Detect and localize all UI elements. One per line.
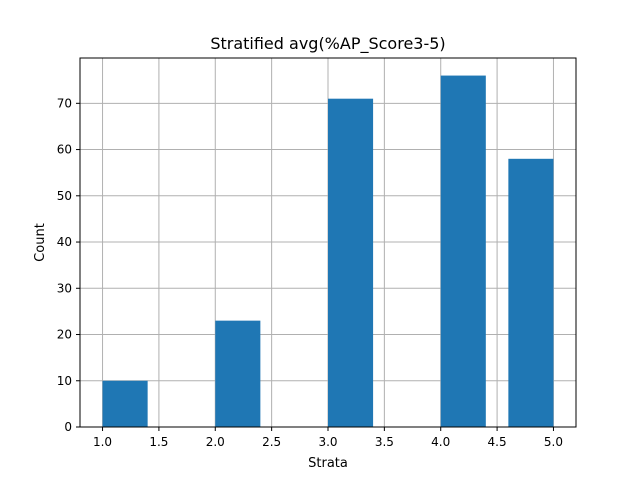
y-tick-label-7: 70 (57, 96, 72, 110)
histogram-bar-4 (440, 75, 486, 428)
histogram-bar-0 (102, 380, 148, 427)
y-tick-label-5: 50 (57, 189, 72, 203)
x-tick-label-0: 1.0 (93, 435, 112, 449)
y-tick-label-6: 60 (57, 143, 72, 157)
bars-group (102, 75, 554, 428)
x-tick-label-3: 2.5 (262, 435, 281, 449)
x-tick-label-8: 5.0 (544, 435, 563, 449)
y-tick-label-1: 10 (57, 374, 72, 388)
x-tick-label-5: 3.5 (375, 435, 394, 449)
histogram-bar-1 (215, 320, 261, 427)
x-tick-label-7: 4.5 (488, 435, 507, 449)
chart-title: Stratified avg(%AP_Score3-5) (210, 34, 445, 54)
x-axis-label: Strata (308, 456, 348, 471)
x-tick-label-6: 4.0 (431, 435, 450, 449)
y-tick-label-2: 20 (57, 328, 72, 342)
y-axis-ticks: 0 10 20 30 40 50 60 70 (57, 96, 80, 434)
y-tick-label-3: 30 (57, 281, 72, 295)
x-tick-label-4: 3.0 (318, 435, 337, 449)
y-axis-label: Count (33, 223, 48, 262)
x-tick-label-1: 1.5 (149, 435, 168, 449)
histogram-bar-5 (508, 158, 554, 427)
x-tick-label-2: 2.0 (206, 435, 225, 449)
y-tick-label-0: 0 (64, 420, 72, 434)
y-tick-label-4: 40 (57, 235, 72, 249)
histogram-bar-3 (328, 98, 374, 428)
x-axis-ticks: 1.0 1.5 2.0 2.5 3.0 3.5 4.0 4.5 5.0 (93, 427, 563, 449)
